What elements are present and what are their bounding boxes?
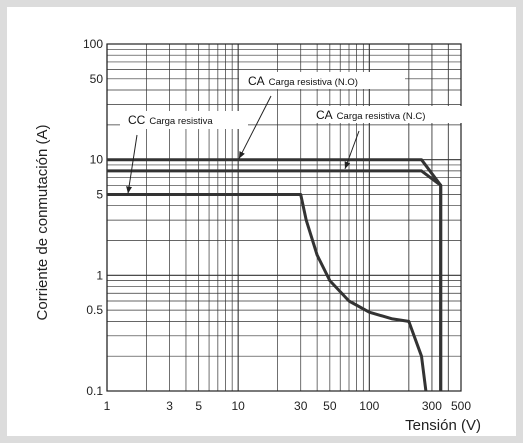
annotation-box — [308, 106, 466, 123]
x-tick-label: 3 — [166, 399, 173, 413]
annotation-text: Carga resistiva — [149, 116, 213, 127]
annotation-prefix: CC — [128, 113, 146, 127]
y-tick-label: 5 — [96, 187, 103, 201]
series-group — [107, 158, 443, 392]
x-tick-label: 100 — [359, 399, 379, 413]
y-tick-label: 0.1 — [86, 384, 103, 398]
annotation-label: CA Carga resistiva (N.C) — [316, 108, 425, 122]
y-tick-label: 0.5 — [86, 303, 103, 317]
annotation-label: CC Carga resistiva — [128, 113, 213, 127]
annotation-prefix: CA — [316, 108, 333, 122]
grid — [106, 43, 462, 392]
annotation-text: Carga resistiva (N.O) — [269, 77, 358, 88]
y-tick-label: 50 — [90, 72, 104, 86]
annotations: CC Carga resistiva CA Carga resistiva (N.O)… — [120, 72, 466, 194]
y-tick-label: 10 — [90, 153, 104, 167]
y-tick-label: 100 — [83, 37, 103, 51]
tick-labels: 1 3 5 10 30 50 100 300 500 100 50 10 5 1 0.5 0.1 — [83, 37, 471, 413]
y-axis-title: Corriente de conmutación (A) — [34, 125, 51, 321]
annotation-text: Carga resistiva (N.C) — [337, 111, 426, 122]
x-tick-label: 30 — [294, 399, 308, 413]
annotation-arrow — [344, 130, 360, 170]
annotation-arrow — [238, 95, 272, 159]
x-tick-label: 5 — [195, 399, 202, 413]
plot-frame — [106, 43, 462, 392]
annotation-box — [239, 72, 405, 89]
x-axis-title: Tensión (V) — [405, 417, 481, 434]
annotation-label: CA Carga resistiva (N.O) — [248, 74, 358, 88]
chart-panel: 1 3 5 10 30 50 100 300 500 100 50 10 5 1 0.5 0.1 CC Carg… — [7, 7, 516, 436]
x-tick-label: 10 — [231, 399, 245, 413]
annotation-arrow — [126, 134, 138, 194]
x-tick-label: 500 — [451, 399, 471, 413]
annotation-box — [120, 111, 248, 129]
series-line-1 — [107, 193, 428, 392]
x-tick-label: 50 — [323, 399, 337, 413]
annotation-prefix: CA — [248, 74, 265, 88]
x-tick-label: 300 — [422, 399, 442, 413]
x-tick-label: 1 — [104, 399, 111, 413]
series-line-3 — [107, 169, 443, 391]
y-tick-label: 1 — [96, 268, 103, 282]
